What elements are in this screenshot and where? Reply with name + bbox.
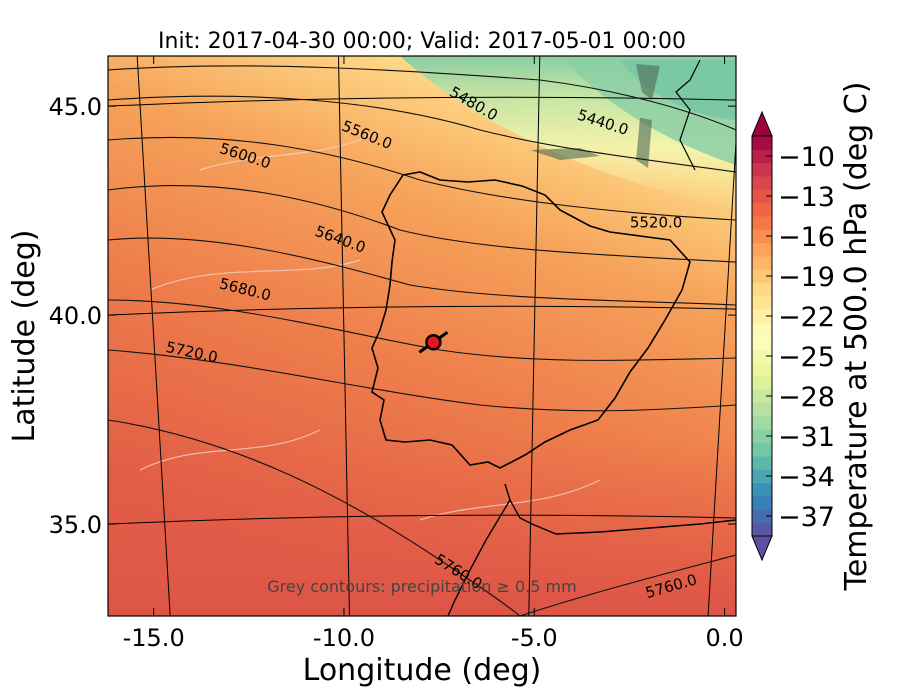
colorbar-segment — [752, 416, 772, 430]
height-contour-line — [108, 419, 521, 616]
colorbar-segment — [752, 349, 772, 364]
y-axis-label: Latitude (deg) — [7, 230, 42, 443]
colorbar-segment — [752, 216, 772, 230]
y-tick-label: 45.0 — [49, 93, 102, 121]
colorbar-segment — [752, 256, 772, 270]
colorbar-segment — [752, 389, 772, 404]
colorbar-frame — [751, 135, 773, 537]
chart-title: Init: 2017-04-30 00:00; Valid: 2017-05-0… — [158, 29, 686, 54]
colorbar-segment — [752, 242, 772, 257]
colorbar-segment — [752, 322, 772, 337]
colorbar-segment — [752, 469, 772, 484]
height-contour-line — [108, 299, 736, 361]
colorbar-extend-bottom — [751, 535, 773, 562]
y-tick-label: 35.0 — [49, 511, 102, 539]
colorbar-segment — [752, 376, 772, 390]
parallel-line — [108, 96, 736, 107]
precipitation-note: Grey contours: precipitation ≥ 0.5 mm — [267, 577, 576, 596]
colorbar-segment — [752, 429, 772, 444]
meridian-line — [337, 56, 350, 616]
colorbar-segment — [752, 229, 772, 244]
colorbar-segment — [752, 202, 772, 217]
colorbar-segment — [752, 296, 772, 310]
height-contour-line — [108, 65, 736, 131]
colorbar-segment — [752, 482, 772, 497]
temperature-field — [108, 56, 736, 616]
colorbar-tick-label: −28 — [778, 382, 835, 413]
colorbar-tick-label: −22 — [778, 302, 835, 333]
colorbar-segment — [752, 362, 772, 377]
marker-point — [425, 334, 442, 351]
colorbar-segment — [752, 456, 772, 470]
colorbar-tick-label: −34 — [778, 462, 835, 493]
colorbar-segment — [752, 282, 772, 297]
location-marker — [418, 331, 449, 354]
height-contour-line — [519, 554, 736, 616]
x-tick-label: 0.0 — [705, 624, 743, 652]
colorbar-segment — [752, 189, 772, 204]
x-tick-label: -10.0 — [313, 624, 375, 652]
plot-frame — [107, 55, 737, 617]
colorbar-segment — [752, 162, 772, 177]
colorbar-tick-label: −37 — [778, 502, 835, 533]
colorbar-label: Temperature at 500.0 hPa (deg C) — [839, 82, 874, 592]
height-contour-line — [108, 237, 736, 306]
x-tick-label: -15.0 — [123, 624, 185, 652]
colorbar-tick-label: −16 — [778, 222, 835, 253]
parallel-line — [108, 514, 736, 525]
colorbar-tick-label: −31 — [778, 422, 835, 453]
colorbar-tick-label: −19 — [778, 262, 835, 293]
colorbar-segment — [752, 442, 772, 457]
height-contour-line — [108, 136, 736, 221]
colorbar-segment — [752, 176, 772, 190]
y-axis: 45.0 40.0 35.0 — [49, 93, 736, 539]
x-tick-label: -5.0 — [511, 624, 558, 652]
colorbar-tick-label: −10 — [778, 142, 835, 173]
height-contour-line — [108, 349, 736, 412]
colorbar-tick-label: −25 — [778, 342, 835, 373]
parallel-line — [108, 305, 736, 316]
colorbar-segment — [752, 149, 772, 164]
x-axis: -15.0 -10.0 -5.0 0.0 — [123, 56, 744, 652]
colorbar-tick-label: −13 — [778, 182, 835, 213]
colorbar-segment — [752, 522, 772, 537]
height-contour-label: 5520.0 — [630, 214, 683, 232]
colorbar-segment — [752, 309, 772, 324]
y-tick-label: 40.0 — [49, 302, 102, 330]
colorbar-segment — [752, 509, 772, 524]
colorbar-extend-top — [751, 110, 773, 137]
meridian-line — [136, 56, 171, 616]
colorbar-segment — [752, 269, 772, 284]
x-axis-label: Longitude (deg) — [303, 653, 542, 688]
height-contour-line — [108, 95, 736, 173]
coastline — [371, 59, 736, 616]
colorbar-segment — [752, 496, 772, 510]
height-contour-line — [108, 184, 736, 263]
colorbar: −10 −13 −16 −19 −22 −25 −28 −31 −34 −37 — [751, 110, 835, 562]
colorbar-segment — [752, 136, 772, 150]
colorbar-segment — [752, 336, 772, 350]
colorbar-segment — [752, 402, 772, 417]
